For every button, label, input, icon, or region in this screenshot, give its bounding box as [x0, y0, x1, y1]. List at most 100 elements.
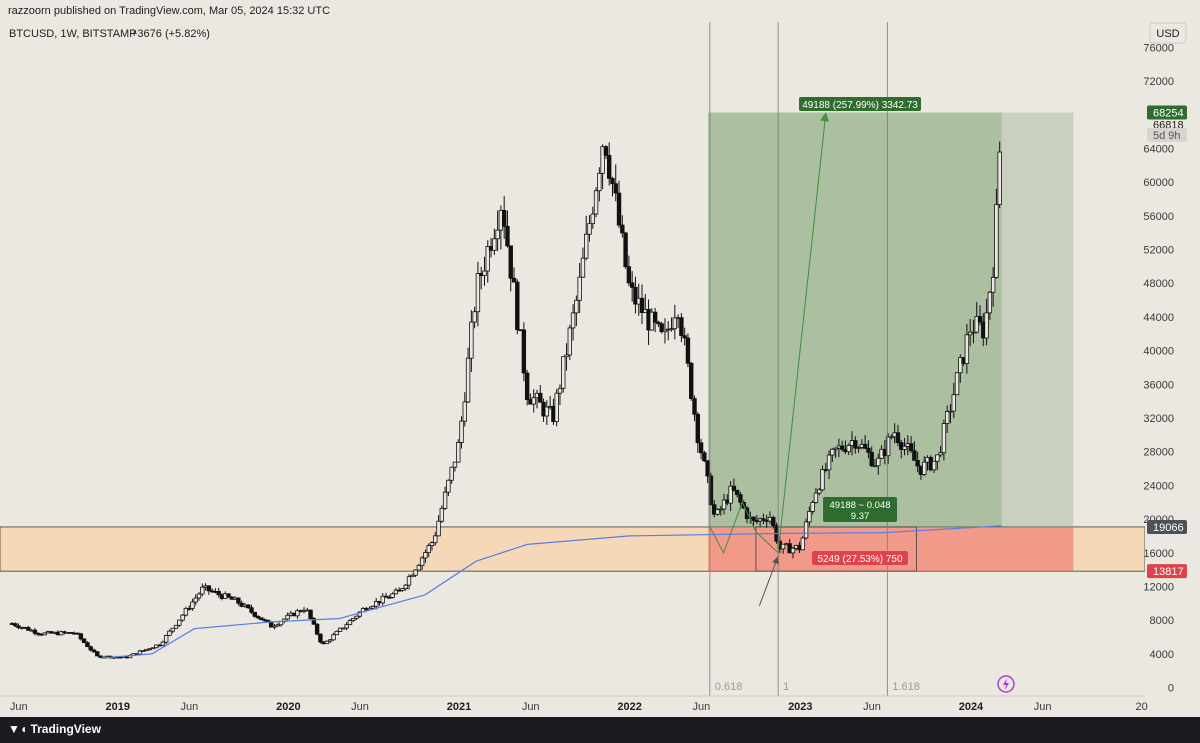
candle-body	[495, 229, 500, 240]
candle-body	[81, 638, 87, 643]
stop-label-text: 5249 (27.53%) 750	[817, 554, 903, 565]
candle-body	[682, 335, 687, 339]
ratio-label-line2: 9.37	[851, 511, 870, 522]
target-label-text: 49188 (257.99%) 3342.73	[802, 100, 918, 111]
symbol-info: BTCUSD, 1W, BITSTAMP	[9, 28, 137, 40]
candle-body	[141, 650, 146, 652]
candle-body	[186, 607, 192, 610]
candle-body	[872, 465, 878, 468]
candle-body	[826, 454, 832, 471]
candle-body	[200, 586, 205, 595]
candle-body	[958, 357, 963, 374]
candle-body	[393, 589, 399, 595]
candle-body	[974, 316, 979, 333]
candle-body	[662, 329, 668, 333]
candle-body	[331, 634, 336, 641]
candle-body	[984, 312, 989, 339]
candle-body	[521, 329, 527, 374]
candle-body	[718, 508, 723, 511]
price-label-bg	[1147, 127, 1187, 142]
candle-body	[150, 647, 156, 650]
candle-body	[469, 321, 474, 359]
y-tick-label: 32000	[1143, 413, 1174, 425]
price-label-text: 13817	[1153, 566, 1184, 578]
candle-body	[196, 593, 202, 599]
candle-body	[672, 317, 678, 330]
candle-body	[492, 238, 497, 251]
candle-body	[373, 600, 379, 607]
candle-body	[429, 542, 435, 546]
currency-label: USD	[1156, 28, 1179, 40]
fib-label: 0.618	[715, 681, 743, 693]
candle-body	[580, 257, 586, 278]
publish-bar: razzoorn published on TradingView.com, M…	[0, 0, 1200, 22]
moving-average-line	[100, 525, 1002, 659]
price-label-gray: 19066	[1147, 519, 1187, 534]
candle-body	[990, 276, 996, 293]
x-tick-label: 2020	[276, 701, 300, 713]
candle-body	[728, 485, 733, 504]
candle-body	[780, 543, 786, 550]
target-label-bg	[799, 97, 922, 111]
candle-body	[964, 334, 970, 364]
y-tick-label: 48000	[1143, 278, 1174, 290]
candle-body	[954, 372, 960, 396]
candle-body	[255, 615, 261, 619]
candle-body	[206, 585, 212, 592]
candle-body	[147, 648, 152, 651]
candle-body	[524, 372, 530, 400]
y-tick-label: 64000	[1143, 143, 1174, 155]
candle-body	[751, 516, 756, 521]
candle-body	[702, 452, 707, 462]
candle-body	[885, 436, 891, 457]
candle-body	[705, 460, 710, 477]
candle-body	[731, 485, 737, 491]
candle-body	[538, 392, 543, 403]
y-tick-label: 24000	[1143, 480, 1174, 492]
candle-body	[833, 447, 838, 450]
candle-body	[285, 614, 290, 620]
y-tick-label: 72000	[1143, 76, 1174, 88]
candle-body	[715, 509, 720, 515]
candle-body	[629, 282, 635, 288]
candle-body	[839, 445, 845, 450]
footer-brand: TradingView	[30, 722, 101, 736]
candle-body	[626, 266, 632, 284]
candle-body	[337, 627, 343, 632]
candle-body	[587, 223, 592, 235]
y-tick-label: 4000	[1150, 649, 1174, 661]
lightning-icon[interactable]	[997, 675, 1015, 693]
candle-body	[830, 448, 835, 456]
candle-body	[26, 627, 31, 631]
candle-body	[456, 442, 461, 463]
candle-body	[557, 387, 563, 394]
candle-body	[574, 299, 579, 314]
candle-body	[771, 516, 776, 526]
candle-body	[32, 629, 38, 634]
ratio-label-line1: 49188 ~ 0.048	[830, 500, 891, 511]
candle-body	[442, 491, 448, 509]
candle-body	[403, 584, 408, 589]
candle-body	[633, 286, 638, 305]
candle-body	[137, 650, 143, 655]
candle-body	[275, 624, 280, 627]
candle-body	[817, 489, 822, 494]
price-change: +3676 (+5.82%)	[131, 28, 210, 40]
candle-body	[328, 639, 333, 642]
price-label-muted: 5d 9h	[1147, 127, 1187, 142]
ratio-label-bg	[823, 497, 898, 522]
candle-body	[698, 442, 704, 454]
publish-info: razzoorn published on TradingView.com, M…	[8, 5, 331, 17]
candle-body	[173, 624, 179, 629]
candle-body	[246, 604, 251, 609]
candle-body	[721, 499, 727, 510]
candle-body	[820, 469, 825, 491]
candle-body	[351, 617, 356, 621]
candle-body	[95, 651, 100, 657]
candle-body	[311, 618, 317, 625]
candle-body	[951, 394, 956, 412]
target-zone-active	[708, 112, 1002, 527]
candle-body	[669, 328, 674, 331]
currency-button[interactable]: USD	[1149, 22, 1187, 44]
